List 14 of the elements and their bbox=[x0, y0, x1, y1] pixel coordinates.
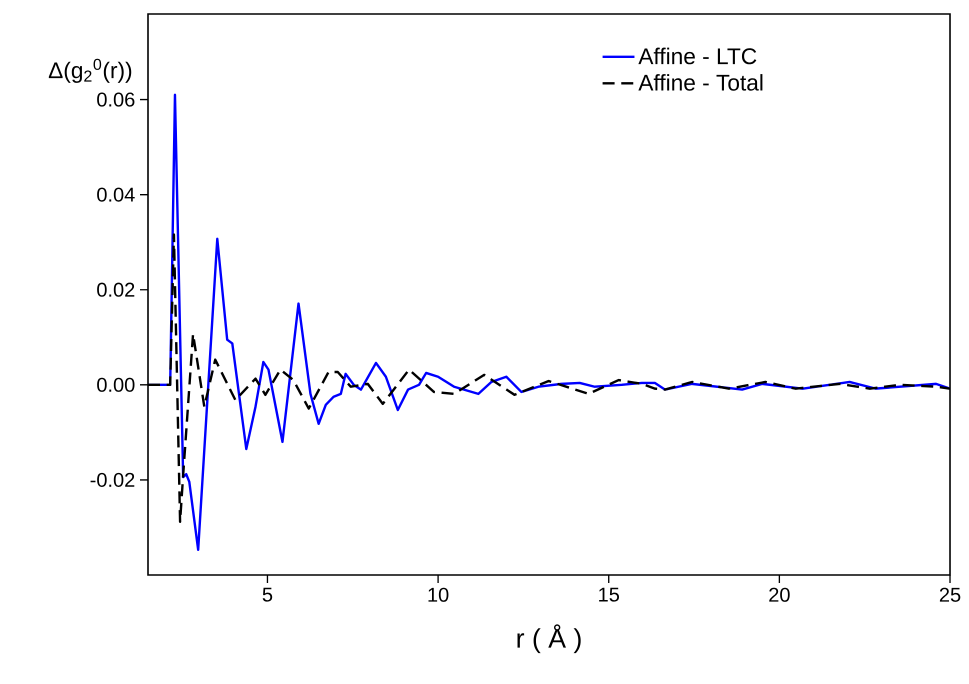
x-tick-label: 25 bbox=[940, 588, 960, 602]
y-tick-label: 0.06 bbox=[97, 92, 134, 107]
legend-label: Affine - Total bbox=[638, 74, 762, 91]
x-tick-label: 15 bbox=[599, 588, 620, 602]
y-tick-label: 0.02 bbox=[97, 282, 134, 297]
x-tick-label: 5 bbox=[262, 588, 272, 602]
x-axis-title: r ( Å ) bbox=[517, 624, 581, 654]
y-tick-label: 0.04 bbox=[97, 188, 135, 202]
legend-label: Affine - LTC bbox=[638, 48, 756, 64]
y-tick-label: 0.00 bbox=[97, 378, 134, 392]
y-axis-title: Δ(g$_{2}$$^{0}$(r)) bbox=[48, 58, 132, 83]
x-tick-label: 10 bbox=[428, 588, 448, 602]
x-tick-label: 20 bbox=[769, 588, 790, 602]
y-tick-label: -0.02 bbox=[90, 472, 134, 487]
